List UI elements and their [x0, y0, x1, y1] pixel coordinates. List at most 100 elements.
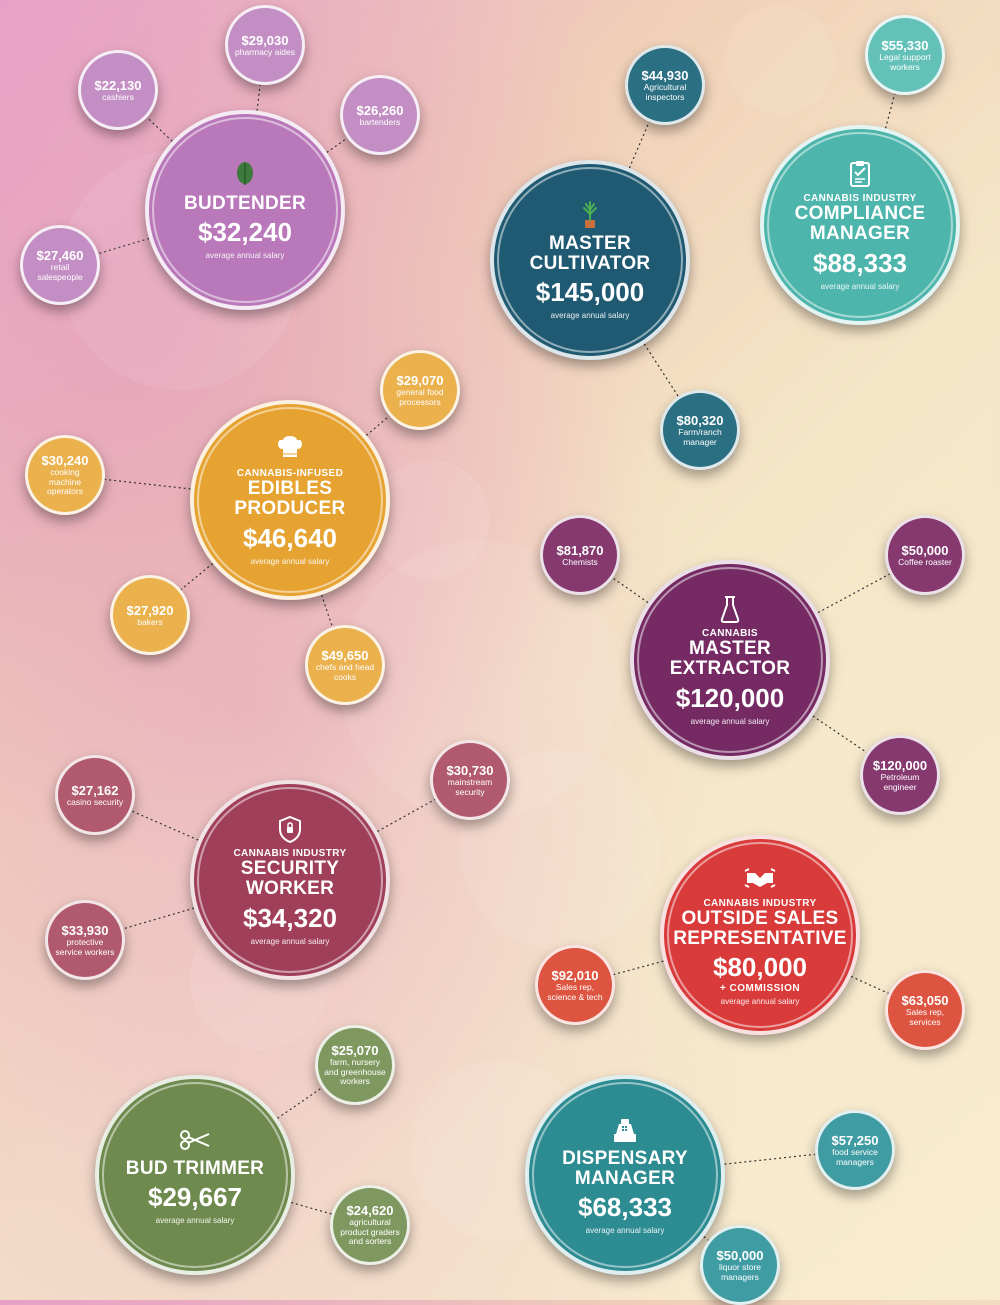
sat-node-trimmer-0: $25,070farm, nursery and greenhouse work… [315, 1025, 395, 1105]
title: OUTSIDE SALES REPRESENTATIVE [664, 909, 856, 949]
label: liquor store managers [707, 1263, 773, 1282]
main-node-compliance: CANNABIS INDUSTRYCOMPLIANCE MANAGER $88,3… [760, 125, 960, 325]
title: MASTER CULTIVATOR [494, 234, 686, 274]
salary: $88,333 [813, 248, 907, 279]
handshake-icon [743, 864, 777, 894]
salary: $32,240 [198, 217, 292, 248]
pretitle: CANNABIS-INFUSED [237, 468, 343, 479]
scissors-icon [179, 1125, 211, 1155]
sat-node-extractor-1: $50,000Coffee roaster [885, 515, 965, 595]
sat-node-dispensary-0: $57,250food service managers [815, 1110, 895, 1190]
main-node-extractor: CANNABISMASTER EXTRACTOR$120,000average … [630, 560, 830, 760]
sat-node-extractor-0: $81,870Chemists [540, 515, 620, 595]
sat-node-cultivator-0: $44,930Agricultural inspectors [625, 45, 705, 125]
salary: $24,620 [347, 1203, 394, 1218]
sat-node-edibles-3: $49,650chefs and head cooks [305, 625, 385, 705]
subtitle: average annual salary [251, 557, 330, 566]
label: agricultural product graders and sorters [337, 1218, 403, 1246]
title: SECURITY WORKER [194, 859, 386, 899]
main-node-trimmer: BUD TRIMMER$29,667average annual salary [95, 1075, 295, 1275]
salary: $120,000 [873, 758, 927, 773]
sat-node-budtender-0: $22,130cashiers [78, 50, 158, 130]
label: Chemists [560, 558, 599, 567]
sat-node-edibles-0: $29,070general food processors [380, 350, 460, 430]
sat-node-extractor-2: $120,000Petroleum engineer [860, 735, 940, 815]
subtitle: average annual salary [821, 282, 900, 291]
sat-node-budtender-3: $27,460retail salespeople [20, 225, 100, 305]
subtitle: average annual salary [551, 311, 630, 320]
salary: $29,030 [242, 33, 289, 48]
subtitle: average annual salary [586, 1226, 665, 1235]
salary: $92,010 [552, 968, 599, 983]
bg-bubble [370, 460, 490, 580]
pretitle: CANNABIS INDUSTRY [803, 193, 916, 204]
label: retail salespeople [27, 263, 93, 282]
salary: $50,000 [902, 543, 949, 558]
salary: $25,070 [332, 1043, 379, 1058]
title: BUD TRIMMER [118, 1159, 272, 1179]
label: bartenders [358, 118, 403, 127]
salary: $81,870 [557, 543, 604, 558]
main-node-dispensary: DISPENSARY MANAGER$68,333 average annual … [525, 1075, 725, 1275]
sat-node-sales-0: $92,010Sales rep, science & tech [535, 945, 615, 1025]
label: cashiers [100, 93, 136, 102]
salary: $80,320 [677, 413, 724, 428]
pretitle: CANNABIS INDUSTRY [233, 848, 346, 859]
salary: $50,000 [717, 1248, 764, 1263]
salary: $29,070 [397, 373, 444, 388]
label: general food processors [387, 388, 453, 407]
clipboard-icon [848, 159, 872, 189]
pretitle: CANNABIS [702, 628, 758, 639]
salary: $46,640 [243, 523, 337, 554]
salary: $29,667 [148, 1182, 242, 1213]
flask-icon [719, 594, 741, 624]
subtitle: average annual salary [691, 717, 770, 726]
sat-node-edibles-2: $27,920bakers [110, 575, 190, 655]
shield-icon [277, 814, 303, 844]
salary: $145,000 [536, 277, 644, 308]
salary: $44,930 [642, 68, 689, 83]
subtitle: average annual salary [721, 997, 800, 1006]
sat-node-budtender-2: $26,260bartenders [340, 75, 420, 155]
subtitle: average annual salary [251, 937, 330, 946]
sat-node-dispensary-1: $50,000liquor store managers [700, 1225, 780, 1305]
salary: $68,333 [578, 1192, 672, 1223]
salary: $26,260 [357, 103, 404, 118]
extra: + COMMISSION [720, 983, 800, 994]
sat-node-security-2: $33,930protective service workers [45, 900, 125, 980]
salary: $30,240 [42, 453, 89, 468]
main-node-edibles: CANNABIS-INFUSEDEDIBLES PRODUCER $46,640 a… [190, 400, 390, 600]
label: protective service workers [52, 938, 118, 957]
salary: $27,920 [127, 603, 174, 618]
main-node-budtender: BUDTENDER$32,240average annual salary [145, 110, 345, 310]
label: Sales rep, services [892, 1008, 958, 1027]
sat-node-sales-1: $63,050Sales rep, services [885, 970, 965, 1050]
label: chefs and head cooks [312, 663, 378, 682]
salary: $27,460 [37, 248, 84, 263]
sat-node-budtender-1: $29,030pharmacy aides [225, 5, 305, 85]
salary: $80,000 [713, 952, 807, 983]
title: EDIBLES PRODUCER [194, 479, 386, 519]
sat-node-cultivator-1: $80,320Farm/ranch manager [660, 390, 740, 470]
label: Coffee roaster [896, 558, 954, 567]
salary: $120,000 [676, 683, 784, 714]
label: farm, nursery and greenhouse workers [322, 1058, 388, 1086]
register-icon [610, 1115, 640, 1145]
salary: $49,650 [322, 648, 369, 663]
main-node-sales: CANNABIS INDUSTRYOUTSIDE SALES REPRESENT… [660, 835, 860, 1035]
pretitle: CANNABIS INDUSTRY [703, 898, 816, 909]
label: cooking machine operators [32, 468, 98, 496]
sat-node-security-0: $27,162casino security [55, 755, 135, 835]
label: Farm/ranch manager [667, 428, 733, 447]
label: pharmacy aides [233, 48, 297, 57]
label: Petroleum engineer [867, 773, 933, 792]
title: DISPENSARY MANAGER [529, 1149, 721, 1189]
label: Agricultural inspectors [632, 83, 698, 102]
title: COMPLIANCE MANAGER [764, 204, 956, 244]
title: BUDTENDER [176, 194, 314, 214]
salary: $33,930 [62, 923, 109, 938]
label: Legal support workers [872, 53, 938, 72]
label: mainstream security [437, 778, 503, 797]
sat-node-compliance-0: $55,330Legal support workers [865, 15, 945, 95]
main-node-cultivator: MASTER CULTIVATOR$145,000 average annual … [490, 160, 690, 360]
